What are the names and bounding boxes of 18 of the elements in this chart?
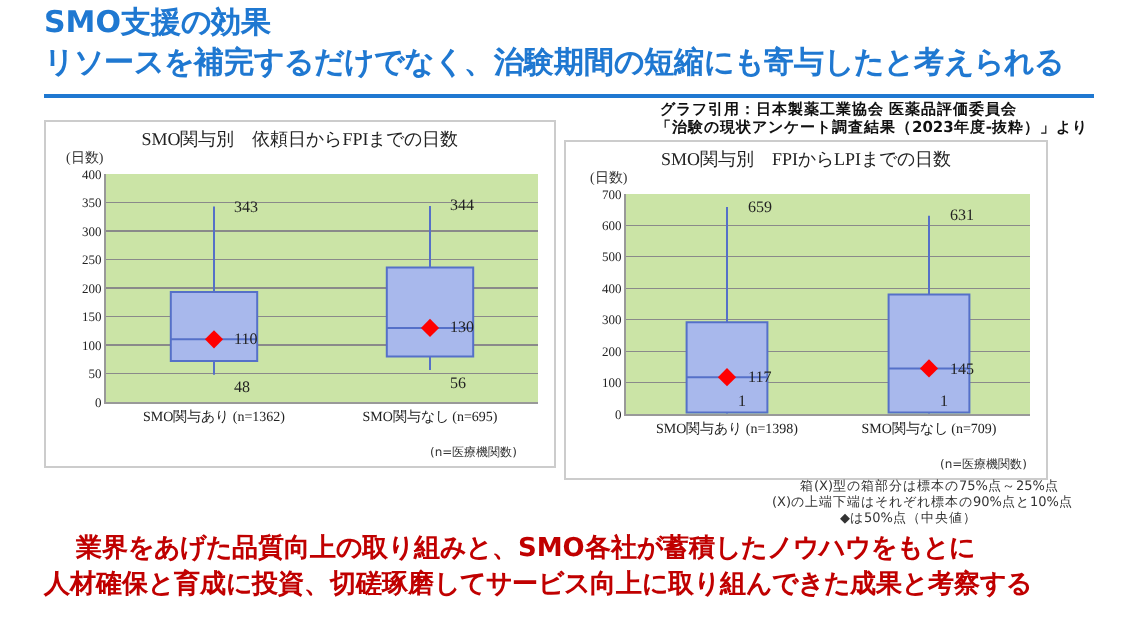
annotation: 130 (450, 318, 474, 336)
annotation: 145 (950, 360, 974, 378)
annotation: 631 (950, 206, 974, 224)
text: SMO支援の効果 (44, 4, 271, 42)
text: 業界をあげた品質向上の取り組みと、SMO各社が蓄積したノウハウをもとに (76, 531, 975, 566)
text: リソースを補完するだけでなく、治験期間の短縮にも寄与したと考えられる (44, 44, 1064, 82)
annotation: 659 (748, 198, 772, 216)
text: 人材確保と育成に投資、切磋琢磨してサービス向上に取り組んできた成果と考察する (44, 567, 1032, 602)
annotation: 48 (234, 378, 250, 396)
annotation: 1 (940, 392, 948, 410)
annotation: 344 (450, 196, 474, 214)
chart-title: SMO関与別 依頼日からFPIまでの日数 (141, 128, 459, 149)
annotation: 343 (234, 198, 258, 216)
annotation: 1 (738, 392, 746, 410)
chart-title: SMO関与別 FPIからLPIまでの日数 (660, 148, 952, 169)
annotation: 110 (234, 330, 258, 348)
annotation: 117 (748, 368, 772, 386)
annotation: 56 (450, 374, 466, 392)
